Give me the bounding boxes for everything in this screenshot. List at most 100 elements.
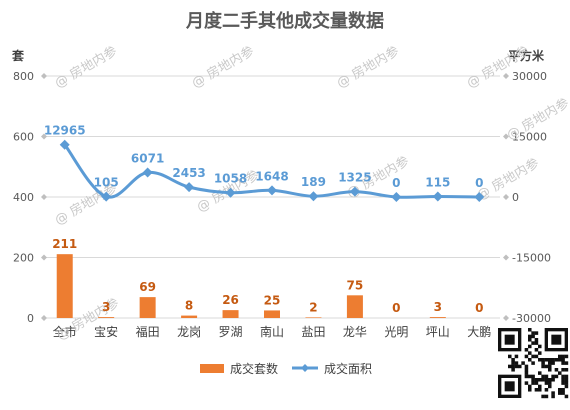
- qr-module: [528, 374, 532, 379]
- qr-module: [514, 364, 519, 369]
- qr-module: [534, 381, 539, 385]
- category-label: 龙岗: [177, 325, 201, 339]
- category-label: 全市: [53, 324, 77, 339]
- line-point: [59, 139, 70, 150]
- qr-module: [551, 358, 555, 362]
- qr-module: [544, 394, 549, 399]
- qr-module: [538, 388, 542, 392]
- qr-module: [528, 384, 532, 389]
- qr-module: [541, 361, 545, 365]
- qr-module: [564, 394, 569, 399]
- qr-module: [544, 374, 549, 379]
- line-data-label: 105: [94, 176, 119, 190]
- qr-module: [528, 344, 532, 349]
- qr-module: [551, 394, 555, 399]
- qr-module: [558, 354, 562, 359]
- qr-module: [534, 341, 539, 345]
- qr-module: [564, 368, 569, 372]
- qr-module: [511, 368, 515, 372]
- qr-module: [518, 364, 522, 369]
- bar: [429, 317, 446, 318]
- qr-module: [531, 378, 535, 382]
- category-label: 罗湖: [219, 324, 243, 339]
- bar: [346, 295, 363, 318]
- qr-module: [548, 358, 552, 362]
- qr-module: [531, 334, 535, 339]
- right-axis-unit: 平方米: [508, 48, 545, 63]
- right-tick-label: 0: [512, 191, 519, 204]
- qr-module: [524, 374, 529, 379]
- qr-finder-core: [504, 381, 515, 392]
- bar: [98, 317, 115, 318]
- qr-finder-core: [504, 334, 515, 345]
- qr-module: [524, 364, 529, 369]
- qr-module: [528, 358, 532, 362]
- line-data-label: 1325: [338, 171, 371, 185]
- bar-data-label: 75: [347, 278, 364, 292]
- legend-line-marker: [301, 364, 309, 372]
- qr-module: [558, 371, 562, 375]
- category-label: 龙华: [343, 325, 367, 339]
- qr-module: [548, 381, 552, 385]
- category-label: 福田: [136, 324, 160, 339]
- qr-module: [528, 351, 532, 355]
- line-point: [101, 191, 112, 202]
- qr-module: [544, 388, 549, 392]
- qr-module: [564, 354, 569, 359]
- line-point: [142, 167, 153, 178]
- qr-module: [514, 361, 519, 365]
- line-point: [184, 182, 195, 193]
- qr-module: [524, 354, 529, 359]
- left-axis-unit: 套: [11, 48, 25, 63]
- left-tick-label: 600: [13, 131, 34, 144]
- qr-module: [558, 388, 562, 392]
- qr-module: [561, 391, 565, 395]
- legend: 成交套数 成交面积: [200, 361, 372, 376]
- line-point: [432, 191, 443, 202]
- qr-module: [538, 358, 542, 362]
- right-tick-label: -15000: [512, 252, 551, 265]
- bar-data-label: 3: [102, 300, 110, 314]
- bar-data-label: 3: [434, 300, 442, 314]
- qr-module: [551, 361, 555, 365]
- right-tick-marker: [503, 254, 509, 261]
- bar-data-label: 8: [185, 299, 193, 313]
- qr-module: [524, 368, 529, 372]
- qr-module: [541, 378, 545, 382]
- qr-module: [561, 374, 565, 379]
- left-tick-marker: [41, 194, 47, 200]
- qr-module: [551, 374, 555, 379]
- bar: [139, 297, 156, 318]
- qr-module: [508, 364, 512, 369]
- qr-module: [554, 368, 559, 372]
- left-tick-marker: [41, 315, 47, 321]
- qr-finder-core: [551, 334, 562, 345]
- left-tick-label: 0: [27, 312, 34, 325]
- qr-module: [531, 341, 535, 345]
- right-tick-label: -30000: [512, 312, 551, 325]
- qr-module: [534, 348, 539, 352]
- line-series: [59, 139, 485, 202]
- bar-data-label: 69: [139, 280, 156, 294]
- qr-module: [544, 364, 549, 369]
- bar-series: [56, 254, 446, 318]
- line-point: [391, 192, 402, 202]
- line-data-label: 189: [301, 175, 326, 189]
- qr-module: [534, 388, 539, 392]
- qr-module: [544, 358, 549, 362]
- left-tick-label: 400: [13, 191, 34, 204]
- category-label: 盐田: [301, 325, 325, 339]
- right-tick-marker: [503, 73, 509, 79]
- right-tick-label: 15000: [512, 131, 547, 144]
- qr-module: [534, 338, 539, 342]
- qr-module: [531, 381, 535, 385]
- line-data-label: 1648: [255, 169, 288, 183]
- watermark-layer: @ 房地内参 @ 房地内参 @ 房地内参 @ 房地内参@ 房地内参 @ 房地内参 @ 房地…: [52, 43, 570, 343]
- left-tick-marker: [41, 133, 47, 140]
- qr-module: [564, 374, 569, 379]
- qr-module: [508, 354, 512, 359]
- qr-module: [558, 358, 562, 362]
